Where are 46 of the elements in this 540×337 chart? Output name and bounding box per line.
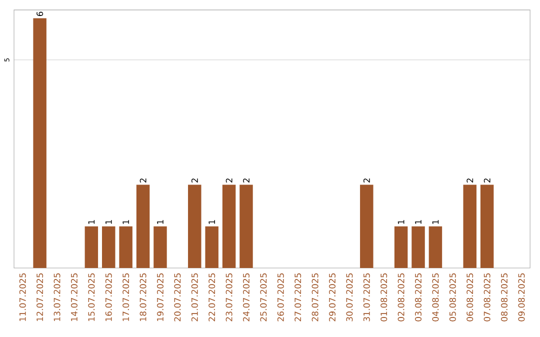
x-tick-label: 28.07.2025 [312, 273, 318, 322]
data-label: 1 [157, 220, 164, 224]
x-tick-label: 13.07.2025 [54, 273, 60, 321]
x-tick-label: 06.08.2025 [466, 273, 474, 322]
x-tick-label: 16.07.2025 [105, 273, 112, 321]
data-label: 6 [36, 12, 44, 16]
data-label: 2 [466, 178, 474, 182]
x-tick-label: 26.07.2025 [277, 273, 284, 322]
data-label: 2 [226, 178, 232, 182]
x-tick-label: 24.07.2025 [242, 273, 250, 322]
data-label: 2 [140, 178, 146, 182]
x-tick-label: 19.07.2025 [156, 273, 164, 321]
x-tick-label: 04.08.2025 [432, 273, 439, 322]
data-label: 1 [88, 220, 95, 224]
data-label: 2 [484, 178, 490, 182]
data-label: 1 [122, 220, 129, 224]
data-label: 1 [415, 220, 422, 224]
x-tick-label: 11.07.2025 [19, 273, 26, 321]
data-label: 1 [432, 220, 439, 224]
x-tick-label: 03.08.2025 [415, 273, 422, 322]
x-tick-label: 27.07.2025 [294, 273, 302, 322]
x-tick-label: 17.07.2025 [122, 273, 130, 321]
x-tick-label: 08.08.2025 [501, 273, 508, 322]
data-label: 1 [398, 220, 404, 224]
x-tick-label: 09.08.2025 [518, 273, 525, 322]
data-label: 2 [243, 178, 250, 182]
x-tick-label: 20.07.2025 [174, 273, 181, 322]
data-label: 2 [191, 178, 198, 182]
data-label: 2 [363, 178, 370, 182]
x-tick-label: 15.07.2025 [88, 273, 95, 321]
x-tick-label: 22.07.2025 [208, 273, 216, 322]
data-label: 1 [105, 220, 112, 224]
x-tick-label: 21.07.2025 [191, 273, 198, 322]
x-tick-label: 12.07.2025 [36, 273, 44, 321]
x-tick-label: 25.07.2025 [260, 273, 267, 322]
x-tick-label: 07.08.2025 [484, 273, 490, 322]
x-tick-label: 18.07.2025 [140, 273, 146, 321]
x-tick-label: 30.07.2025 [346, 273, 353, 322]
x-tick-label: 29.07.2025 [329, 273, 336, 322]
x-tick-label: 01.08.2025 [380, 273, 388, 322]
x-tick-label: 31.07.2025 [363, 273, 370, 322]
x-tick-label: 14.07.2025 [70, 273, 78, 321]
x-tick-label: 02.08.2025 [398, 273, 404, 322]
x-tick-label: 05.08.2025 [449, 273, 456, 322]
data-label: 1 [208, 220, 215, 224]
x-tick-label: 23.07.2025 [226, 273, 232, 322]
